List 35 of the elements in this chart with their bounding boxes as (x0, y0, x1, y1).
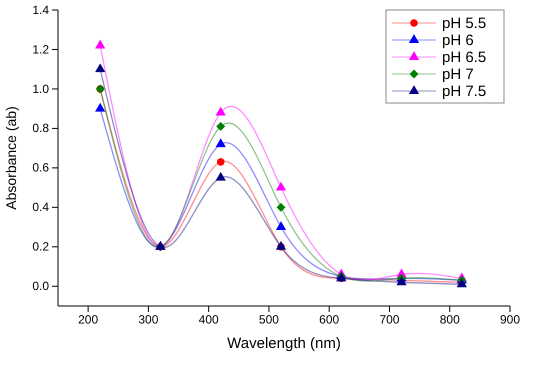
point (276, 182, 286, 191)
x-tick-label: 300 (138, 312, 159, 327)
y-axis-title: Absorbance (ab) (3, 106, 19, 210)
point (95, 102, 106, 112)
point (216, 122, 226, 131)
y-tick-label: 1.2 (32, 42, 50, 56)
y-tick-label: 0.0 (32, 279, 50, 294)
legend-label: pH 6 (442, 32, 474, 49)
y-tick-label: 0.4 (32, 200, 50, 214)
x-tick-label: 200 (78, 312, 98, 327)
point (95, 63, 106, 72)
point (216, 172, 226, 181)
point (216, 158, 225, 166)
x-axis-title: Wavelength (nm) (227, 335, 341, 352)
legend-label: pH 6.5 (442, 49, 486, 66)
legend-label: pH 7.5 (442, 83, 486, 100)
x-tick-label: 400 (198, 312, 219, 327)
y-tick-label: 0.8 (32, 121, 50, 136)
y-tick-label: 1.0 (32, 82, 50, 96)
point (216, 106, 226, 116)
point (276, 221, 286, 230)
y-tick-label: 1.4 (32, 2, 50, 17)
y-tick-label: 0.2 (32, 240, 50, 254)
x-tick-label: 800 (440, 312, 460, 327)
point (276, 202, 286, 212)
point (216, 138, 226, 148)
x-tick-label: 600 (319, 312, 340, 327)
x-tick-label: 700 (379, 312, 400, 327)
point (276, 240, 286, 250)
legend-label: pH 5.5 (442, 15, 486, 32)
x-tick-label: 900 (500, 312, 520, 327)
y-tick-label: 0.6 (32, 160, 50, 175)
legend-label: pH 7 (442, 66, 474, 83)
x-tick-label: 500 (258, 312, 280, 327)
point (95, 40, 106, 48)
